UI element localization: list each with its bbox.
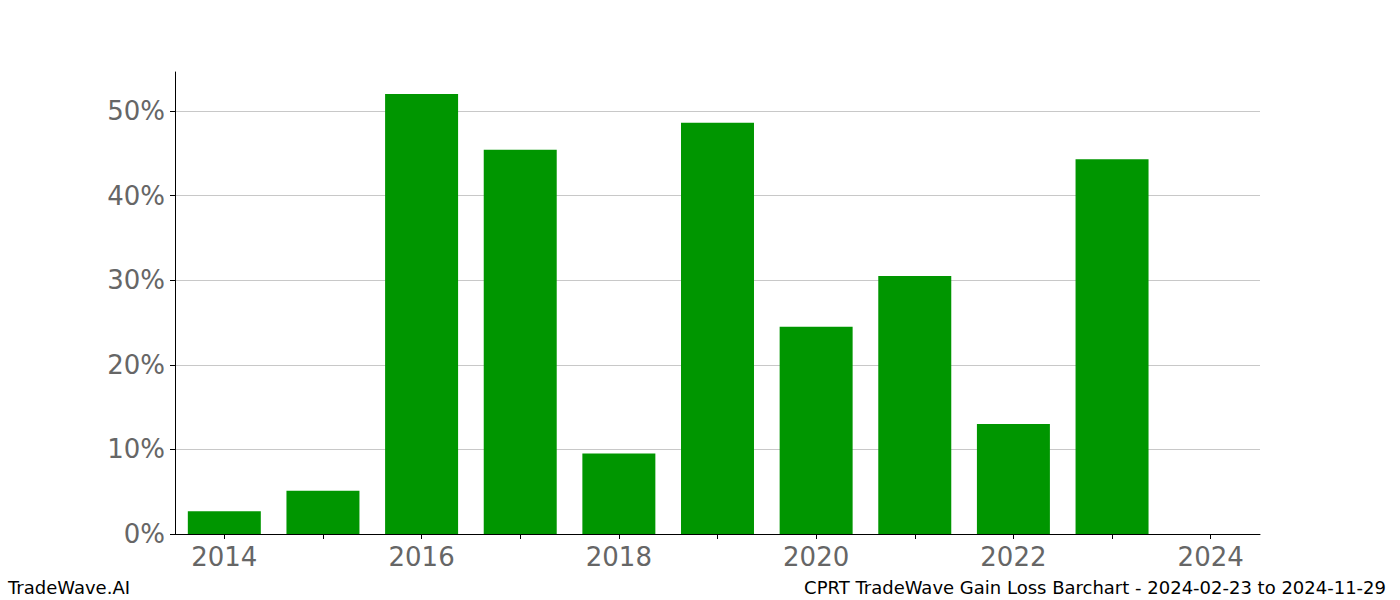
svg-text:2014: 2014 — [191, 542, 257, 572]
svg-text:CPRT TradeWave Gain Loss Barch: CPRT TradeWave Gain Loss Barchart - 2024… — [804, 577, 1386, 598]
svg-text:0%: 0% — [124, 519, 165, 549]
svg-text:TradeWave.AI: TradeWave.AI — [7, 577, 130, 598]
svg-text:30%: 30% — [107, 265, 165, 295]
svg-text:2018: 2018 — [586, 542, 652, 572]
svg-text:50%: 50% — [107, 96, 165, 126]
svg-text:2020: 2020 — [783, 542, 849, 572]
svg-text:2022: 2022 — [980, 542, 1046, 572]
svg-text:2016: 2016 — [389, 542, 455, 572]
svg-text:40%: 40% — [107, 181, 165, 211]
svg-text:20%: 20% — [107, 350, 165, 380]
svg-text:2024: 2024 — [1178, 542, 1244, 572]
svg-text:10%: 10% — [107, 434, 165, 464]
